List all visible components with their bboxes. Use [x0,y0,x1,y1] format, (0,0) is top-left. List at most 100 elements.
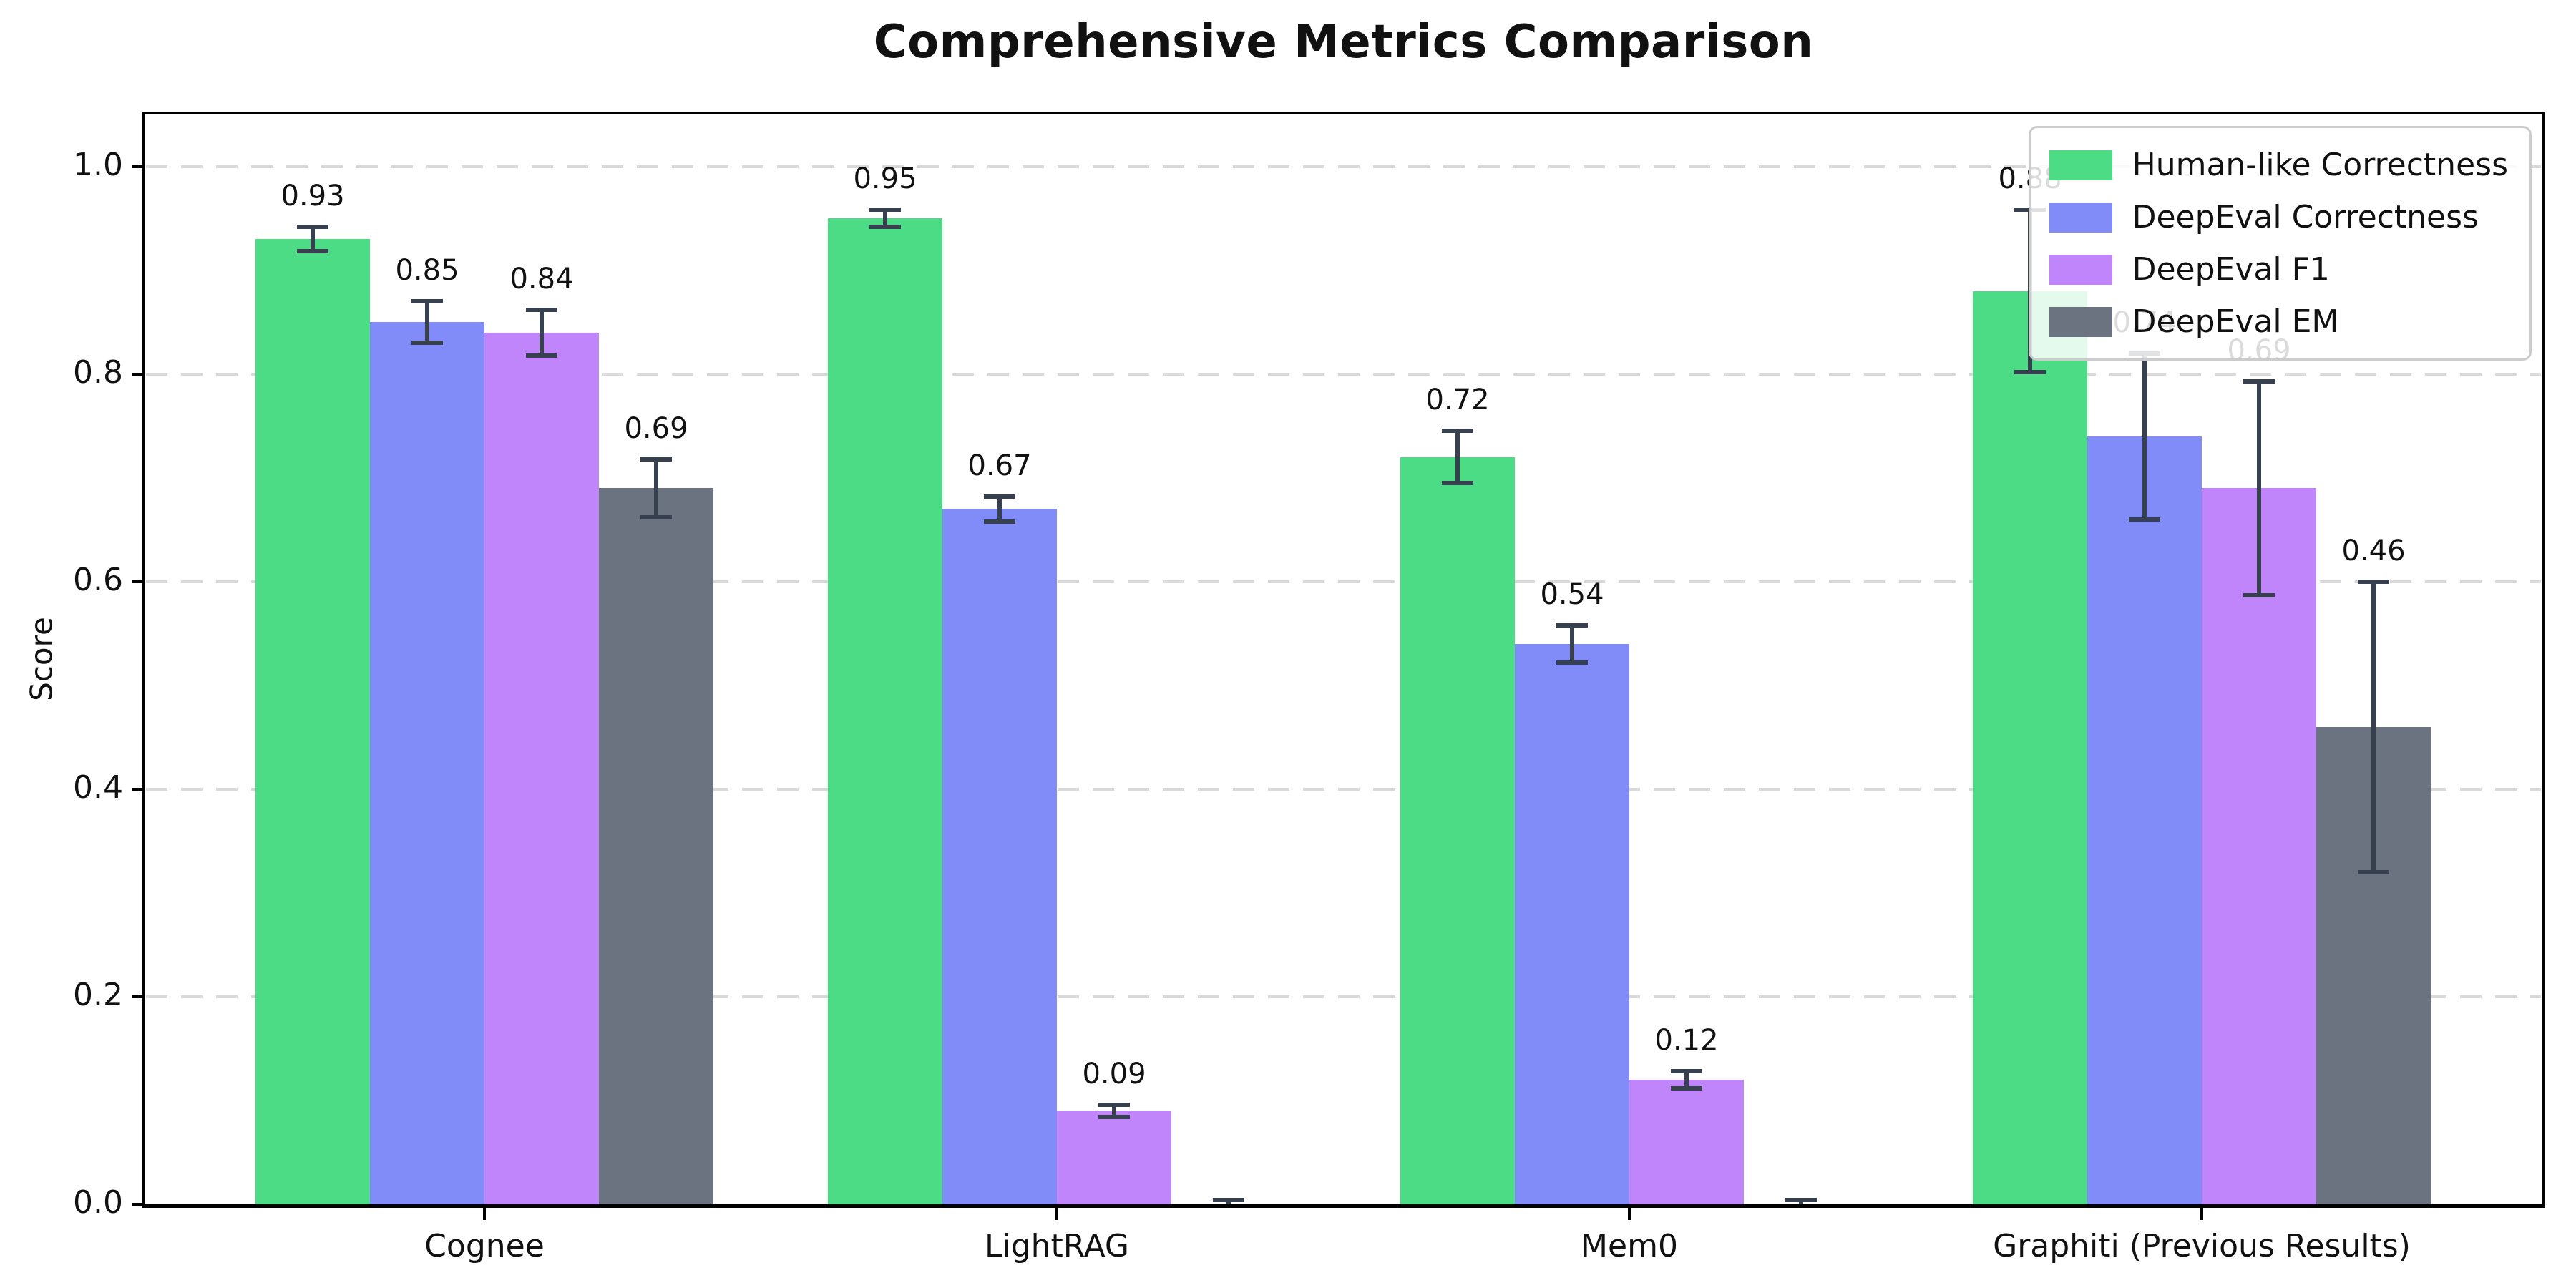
spine-top [142,112,2545,114]
y-tick-label: 0.8 [73,353,123,391]
gridline-y-0.6 [146,580,2541,583]
chart-title: Comprehensive Metrics Comparison [873,16,1814,69]
legend-item: DeepEval Correctness [2049,195,2508,240]
legend-color-swatch [2049,306,2112,337]
legend-color-swatch [2049,150,2112,180]
bar-value-label: 0.12 [1654,1024,1719,1058]
legend-item: DeepEval EM [2049,299,2508,344]
bar [1057,1111,1171,1204]
bar-value-label: 0.54 [1540,577,1604,611]
gridline-y-0.2 [146,995,2541,998]
x-tick-mark [1628,1207,1631,1220]
error-bar [2371,581,2376,872]
error-bar [1684,1071,1689,1088]
x-tick-label: LightRAG [984,1228,1130,1264]
error-bar [2257,381,2261,595]
y-tick-mark [132,1203,145,1206]
spine-left [142,112,145,1207]
error-bar-cap-bottom [526,353,557,358]
gridline-y-0.8 [146,372,2541,376]
bar-value-label: 0.46 [2341,534,2406,567]
error-bar [654,459,658,517]
x-tick-mark [2200,1207,2203,1220]
spine-bottom [142,1204,2545,1208]
error-bar-cap-top [1785,1198,1817,1203]
bar-value-label: 0.95 [853,162,917,196]
bar [1973,291,2087,1204]
bar [1515,643,1629,1204]
y-tick-label: 0.2 [73,976,123,1013]
error-bar-cap-bottom [2014,369,2046,374]
gridline-y-1 [146,165,2541,168]
error-bar-cap-top [2358,579,2389,584]
error-bar [540,309,544,356]
legend-item: Human-like Correctness [2049,142,2508,187]
bar-value-label: 0.85 [395,254,459,288]
y-tick-mark [132,995,145,998]
error-bar-cap-top [526,307,557,312]
error-bar-cap-bottom [1671,1085,1702,1091]
y-tick-mark [132,580,145,583]
error-bar-cap-top [1213,1198,1244,1203]
bar-value-label: 0.69 [624,411,688,445]
error-bar-cap-top [2243,379,2275,384]
error-bar-cap-bottom [297,249,328,254]
legend-color-swatch [2049,254,2112,285]
error-bar [2142,353,2147,519]
error-bar-cap-top [411,299,443,304]
bar [1400,457,1515,1204]
error-bar-cap-bottom [869,224,901,229]
error-bar [1455,431,1460,483]
error-bar-cap-top [1098,1102,1130,1107]
error-bar-cap-top [640,457,672,462]
error-bar-cap-bottom [1442,480,1473,485]
legend: Human-like Correctness DeepEval Correctne… [2028,126,2532,361]
bar [255,239,370,1204]
error-bar [997,496,1002,522]
legend-color-swatch [2049,202,2112,233]
bar [2202,488,2316,1204]
error-bar [883,210,887,227]
x-tick-mark [1055,1207,1058,1220]
bar [599,488,713,1204]
bar [2087,436,2202,1204]
y-tick-mark [132,165,145,168]
legend-label: Human-like Correctness [2132,147,2508,183]
x-tick-label: Cognee [424,1228,545,1264]
error-bar-cap-top [869,208,901,213]
error-bar-cap-top [297,224,328,229]
bar-value-label: 0.84 [509,262,574,296]
bar [942,509,1057,1204]
error-bar [1112,1104,1116,1118]
bar-value-label: 0.93 [280,179,345,213]
legend-label: DeepEval EM [2132,303,2339,340]
error-bar-cap-bottom [1556,660,1588,665]
x-tick-mark [483,1207,486,1220]
x-tick-label: Mem0 [1581,1228,1678,1264]
y-tick-mark [132,787,145,791]
y-tick-mark [132,372,145,376]
bar [828,218,942,1204]
bar-value-label: 0.72 [1425,384,1490,417]
y-tick-label: 0.0 [73,1184,123,1221]
x-tick-label: Graphiti (Previous Results) [1993,1228,2411,1264]
error-bar-cap-top [1556,623,1588,628]
bar [370,322,484,1204]
spine-right [2542,112,2545,1207]
error-bar [1570,625,1574,663]
bar [484,332,599,1204]
error-bar [311,226,315,252]
y-tick-label: 1.0 [73,146,123,183]
y-tick-label: 0.6 [73,561,123,598]
error-bar [425,301,429,343]
legend-item: DeepEval F1 [2049,247,2508,292]
error-bar-cap-bottom [2358,869,2389,874]
y-axis-title: Score [24,617,59,701]
bar [1629,1079,1744,1204]
bar-value-label: 0.67 [967,449,1032,482]
error-bar-cap-top [984,494,1015,499]
error-bar-cap-top [1442,429,1473,434]
error-bar-cap-top [1671,1069,1702,1074]
error-bar-cap-bottom [640,514,672,519]
